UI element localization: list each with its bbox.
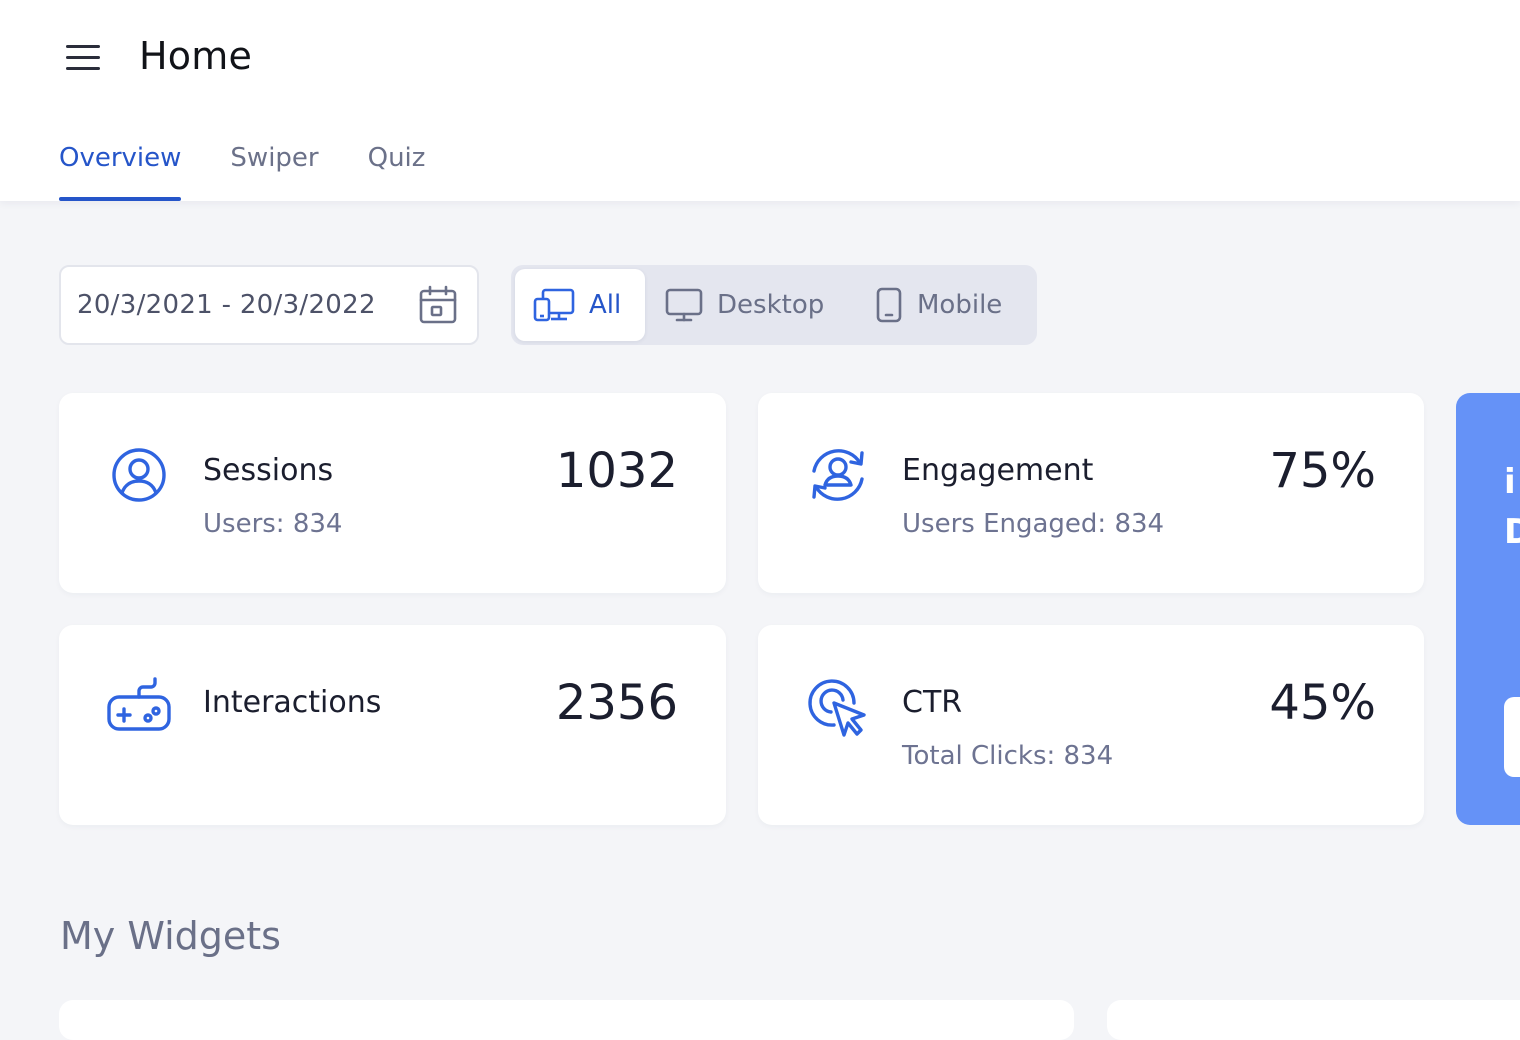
tab-bar: Overview Swiper Quiz <box>59 130 474 201</box>
section-title-my-widgets: My Widgets <box>60 914 281 958</box>
click-cursor-icon <box>804 673 872 741</box>
device-desktop-button[interactable]: Desktop <box>665 269 824 341</box>
stat-value: 1032 <box>555 443 678 499</box>
desktop-icon <box>665 288 703 322</box>
engagement-icon <box>804 441 872 509</box>
gamepad-icon <box>105 673 173 741</box>
stat-title: CTR <box>902 685 963 720</box>
tab-swiper[interactable]: Swiper <box>230 143 319 173</box>
device-all-button[interactable]: All <box>515 269 645 341</box>
device-mobile-label: Mobile <box>917 290 1003 320</box>
stat-value: 45% <box>1269 675 1376 731</box>
promo-text-line: D <box>1504 512 1520 552</box>
all-devices-icon <box>533 288 575 322</box>
tab-overview[interactable]: Overview <box>59 130 182 201</box>
stat-value: 2356 <box>555 675 678 731</box>
promo-text-line: i <box>1504 462 1516 502</box>
device-desktop-label: Desktop <box>717 290 825 320</box>
device-filter-toggle: All Desktop Mobile <box>511 265 1037 345</box>
date-range-picker[interactable]: 20/3/2021 - 20/3/2022 <box>59 265 479 345</box>
widget-card[interactable] <box>1107 1000 1520 1040</box>
stat-card-interactions[interactable]: Interactions 2356 <box>59 625 726 825</box>
stat-title: Engagement <box>902 453 1094 488</box>
date-range-value: 20/3/2021 - 20/3/2022 <box>77 290 376 320</box>
widget-card[interactable] <box>59 1000 1074 1040</box>
device-all-label: All <box>589 290 622 320</box>
device-mobile-button[interactable]: Mobile <box>875 269 1002 341</box>
user-icon <box>105 441 173 509</box>
hamburger-menu-icon[interactable] <box>60 38 106 78</box>
mobile-icon <box>876 287 902 323</box>
stat-subtitle: Users Engaged: 834 <box>902 509 1165 539</box>
promo-text: i D <box>1504 457 1520 557</box>
page-title: Home <box>139 34 253 78</box>
tab-quiz[interactable]: Quiz <box>367 143 426 173</box>
stat-title: Sessions <box>203 453 334 488</box>
stat-card-engagement[interactable]: Engagement Users Engaged: 834 75% <box>758 393 1424 593</box>
stat-subtitle: Total Clicks: 834 <box>902 741 1114 771</box>
stat-card-sessions[interactable]: Sessions Users: 834 1032 <box>59 393 726 593</box>
stat-subtitle: Users: 834 <box>203 509 343 539</box>
promo-card[interactable]: i D <box>1456 393 1520 825</box>
stat-value: 75% <box>1269 443 1376 499</box>
calendar-icon[interactable] <box>418 285 458 325</box>
top-app-bar: Home Overview Swiper Quiz <box>0 0 1520 201</box>
stat-card-ctr[interactable]: CTR Total Clicks: 834 45% <box>758 625 1424 825</box>
promo-button[interactable] <box>1504 697 1520 777</box>
stat-title: Interactions <box>203 685 382 720</box>
